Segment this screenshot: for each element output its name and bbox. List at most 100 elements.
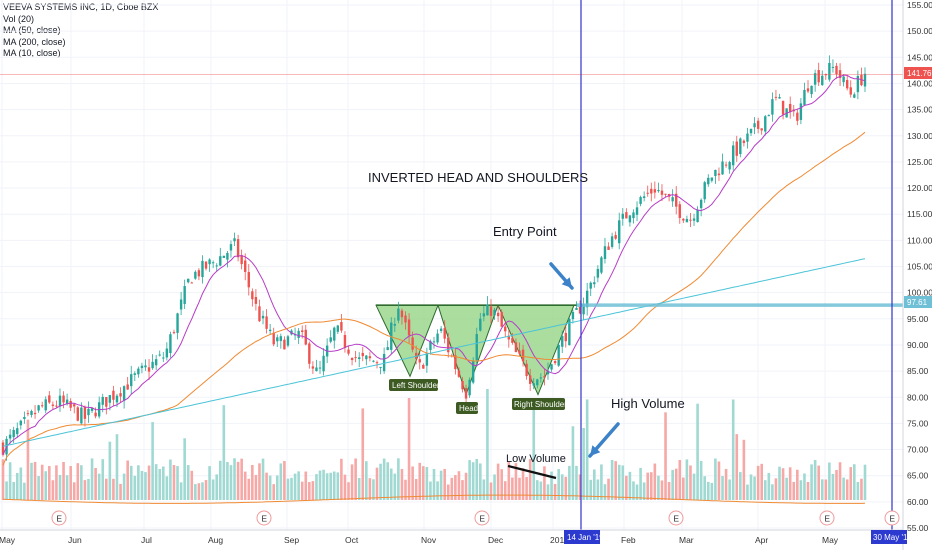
- volume-bar: [518, 477, 521, 500]
- volume-bar: [51, 480, 55, 500]
- volume-bar: [94, 467, 97, 500]
- candle-body: [475, 334, 478, 361]
- y-tick-label: 150.00: [907, 26, 932, 36]
- volume-bar: [560, 474, 564, 500]
- volume-bar: [436, 481, 439, 500]
- candle-body: [361, 352, 364, 357]
- volume-bar: [482, 479, 486, 500]
- volume-bar: [617, 464, 621, 500]
- x-tick-label: Mar: [679, 535, 694, 545]
- volume-bar: [343, 474, 347, 500]
- volume-bar: [714, 458, 717, 500]
- candle-body: [340, 322, 343, 331]
- right-shoulder-tag: Right Shoulder: [512, 398, 567, 410]
- candle-body: [176, 313, 179, 333]
- volume-bar: [361, 408, 365, 500]
- volume-bar: [397, 458, 400, 500]
- volume-bar: [218, 460, 222, 500]
- y-tick-label: 80.00: [907, 392, 929, 402]
- legend-ma10[interactable]: MA (10, close): [3, 48, 61, 58]
- volume-bar: [97, 473, 101, 500]
- candle-body: [514, 342, 518, 353]
- candle-body: [382, 353, 386, 372]
- candle-body: [799, 103, 803, 120]
- candle-body: [76, 407, 80, 421]
- candle-body: [778, 97, 781, 99]
- volume-bar: [785, 477, 788, 500]
- volume-bar: [842, 477, 845, 500]
- candle-body: [788, 103, 792, 112]
- volume-bar: [788, 467, 792, 500]
- volume-bar: [828, 462, 831, 500]
- volume-bar: [108, 441, 112, 500]
- volume-bar: [386, 462, 389, 500]
- candle-body: [112, 390, 115, 400]
- candle-body: [479, 318, 482, 331]
- earnings-marker-label: E: [824, 514, 830, 524]
- volume-bar: [279, 463, 283, 500]
- volume-bar: [325, 473, 329, 500]
- volume-bar: [76, 463, 80, 500]
- candle-body: [664, 193, 667, 195]
- volume-bar: [514, 463, 518, 500]
- candle-body: [671, 197, 674, 202]
- volume-bar: [425, 466, 429, 500]
- legend-ma50[interactable]: MA (50, close): [3, 25, 61, 35]
- volume-bar: [592, 469, 596, 500]
- volume-bar: [628, 471, 632, 500]
- candle-body: [771, 99, 774, 115]
- volume-bar: [479, 463, 482, 500]
- candle-body: [432, 341, 436, 343]
- volume-bar: [582, 428, 585, 500]
- candle-body: [696, 209, 699, 223]
- volume-bar: [404, 479, 407, 500]
- grid-lines: [0, 0, 903, 530]
- volume-bar: [304, 471, 308, 500]
- volume-bar: [468, 460, 471, 500]
- volume-bar: [464, 472, 468, 500]
- candle-body: [407, 319, 411, 336]
- volume-bar: [678, 459, 682, 500]
- volume-bar: [58, 474, 62, 500]
- volume-bar: [810, 464, 813, 500]
- legend-volume[interactable]: Vol (20): [3, 13, 35, 24]
- volume-bar: [87, 478, 90, 500]
- volume-bar: [15, 472, 19, 500]
- volume-bar: [692, 473, 696, 500]
- y-tick-label: 70.00: [907, 445, 929, 455]
- candle-body: [105, 397, 108, 407]
- candle-body: [268, 329, 272, 331]
- volume-bar: [820, 479, 824, 500]
- legend-symbol[interactable]: VEEVA SYSTEMS INC, 1D, Cboe BZX: [3, 2, 159, 12]
- candle-body: [756, 120, 760, 129]
- candle-body: [293, 334, 297, 336]
- volume-bar: [642, 482, 646, 500]
- candle-body: [101, 396, 104, 405]
- candles: [1, 55, 867, 461]
- volume-bar: [30, 462, 33, 500]
- x-tick-label: Jun: [68, 535, 82, 545]
- volume-bar: [853, 464, 856, 500]
- volume-bar: [603, 484, 607, 500]
- candle-body: [564, 332, 567, 342]
- legend-ma200[interactable]: MA (200, close): [3, 36, 66, 47]
- volume-bar: [197, 483, 201, 500]
- volume-bar: [115, 434, 119, 500]
- high-volume-arrow-head: [590, 445, 601, 456]
- candle-body: [856, 75, 860, 93]
- volume-bar: [101, 459, 105, 500]
- volume-bar: [315, 474, 318, 500]
- volume-bar: [699, 460, 703, 500]
- candle-body: [635, 207, 639, 215]
- candle-body: [208, 259, 211, 265]
- x-tick-label: May: [822, 535, 839, 545]
- candle-body: [44, 399, 47, 411]
- candle-body: [625, 212, 628, 219]
- volume-bar: [696, 403, 699, 500]
- earnings-marker-label: E: [479, 514, 485, 524]
- candle-body: [607, 246, 610, 250]
- volume-bar: [849, 467, 853, 500]
- volume-bar: [674, 468, 678, 500]
- volume-bar: [144, 472, 147, 500]
